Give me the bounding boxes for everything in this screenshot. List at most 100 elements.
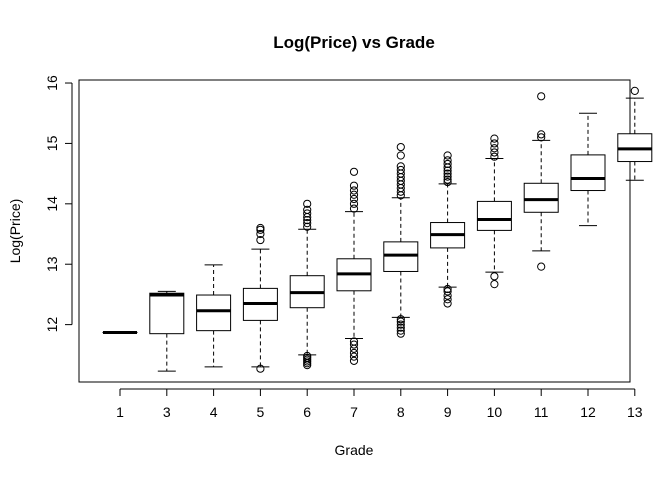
outlier-point: [443, 166, 452, 175]
box-grade-9: [430, 151, 466, 308]
box-grade-12: [570, 112, 606, 227]
y-tick-label: 13: [44, 256, 60, 272]
outlier-point: [349, 340, 359, 349]
outlier-point: [396, 162, 405, 171]
box-grade-5: [242, 223, 278, 373]
iqr-box: [196, 294, 232, 332]
outlier-point: [443, 287, 452, 296]
outlier-point: [303, 205, 312, 214]
box-grade-10: [476, 134, 512, 289]
box-grade-11: [523, 92, 559, 271]
outlier-point: [349, 167, 359, 176]
y-tick-label: 15: [44, 135, 60, 151]
outlier-point: [396, 165, 405, 175]
x-tick-label: 4: [210, 404, 218, 420]
outlier-point: [349, 348, 359, 358]
outlier-point: [630, 86, 639, 95]
outlier-point: [349, 352, 359, 361]
outlier-point: [396, 142, 405, 152]
outlier-point: [256, 223, 265, 233]
outlier-point: [537, 133, 546, 142]
box-grade-8: [383, 142, 419, 338]
outlier-point: [303, 222, 312, 231]
outlier-point: [537, 92, 546, 101]
x-tick-label: 10: [487, 404, 503, 420]
x-tick-label: 12: [580, 404, 596, 420]
outlier-point: [443, 156, 452, 165]
outlier-point: [349, 186, 359, 195]
chart-title: Log(Price) vs Grade: [273, 33, 435, 52]
outlier-point: [303, 219, 312, 228]
outlier-point: [349, 356, 359, 365]
outlier-point: [443, 299, 452, 308]
outlier-point: [349, 181, 359, 190]
x-tick-label: 1: [116, 404, 124, 420]
outlier-point: [256, 235, 265, 245]
outlier-point: [256, 229, 265, 239]
outlier-point: [490, 272, 499, 281]
iqr-box: [383, 241, 419, 272]
iqr-box: [476, 200, 512, 231]
x-tick-label: 7: [350, 404, 358, 420]
outlier-point: [443, 159, 452, 169]
outlier-point: [490, 148, 499, 157]
y-tick-label: 14: [44, 196, 60, 212]
outlier-point: [256, 364, 265, 373]
outlier-point: [443, 177, 452, 187]
outlier-point: [537, 262, 546, 271]
outlier-point: [537, 130, 546, 139]
iqr-box: [523, 182, 559, 213]
outlier-point: [490, 280, 499, 289]
outlier-point: [303, 216, 312, 225]
x-tick-label: 6: [303, 404, 311, 420]
outlier-point: [443, 172, 452, 181]
x-axis: 1 3 4 5 6 7 8 9 10 11 12 13: [116, 388, 643, 420]
outlier-point: [443, 169, 452, 178]
outlier-point: [490, 139, 499, 148]
outlier-point: [303, 209, 312, 218]
x-tick-label: 3: [163, 404, 171, 420]
outlier-point: [396, 151, 405, 160]
x-tick-label: 9: [444, 404, 452, 420]
y-axis: 12 13 14 15 16: [44, 75, 73, 333]
outlier-point: [349, 199, 359, 208]
outlier-point: [396, 323, 405, 332]
outlier-point: [396, 315, 405, 324]
outlier-point: [490, 152, 499, 161]
y-tick-label: 12: [44, 317, 60, 333]
boxes-layer: [102, 86, 653, 373]
y-axis-label: Log(Price): [7, 199, 23, 264]
outlier-point: [443, 175, 452, 184]
outlier-point: [396, 329, 405, 338]
x-tick-label: 8: [397, 404, 405, 420]
box-grade-6: [289, 199, 325, 370]
box-grade-4: [196, 264, 232, 368]
x-tick-label: 5: [257, 404, 265, 420]
iqr-box: [570, 154, 606, 192]
outlier-point: [490, 144, 499, 153]
x-axis-label: Grade: [335, 442, 374, 458]
plot-frame: [78, 79, 631, 383]
outlier-point: [349, 194, 359, 204]
iqr-box: [149, 292, 185, 335]
outlier-point: [349, 337, 359, 346]
outlier-point: [303, 351, 312, 361]
outlier-point: [396, 326, 405, 335]
box-grade-3: [149, 290, 185, 372]
x-tick-label: 13: [627, 404, 643, 420]
outlier-point: [443, 295, 452, 304]
box-grade-7: [336, 167, 372, 365]
x-tick-label: 11: [534, 404, 549, 420]
outlier-point: [349, 190, 359, 199]
outlier-point: [396, 320, 405, 329]
outlier-point: [490, 134, 499, 143]
outlier-point: [349, 344, 359, 353]
outlier-point: [349, 204, 359, 213]
outlier-point: [443, 151, 452, 160]
outlier-point: [443, 291, 452, 300]
box-grade-13: [617, 86, 653, 181]
outlier-point: [443, 284, 452, 294]
outlier-point: [396, 317, 405, 326]
